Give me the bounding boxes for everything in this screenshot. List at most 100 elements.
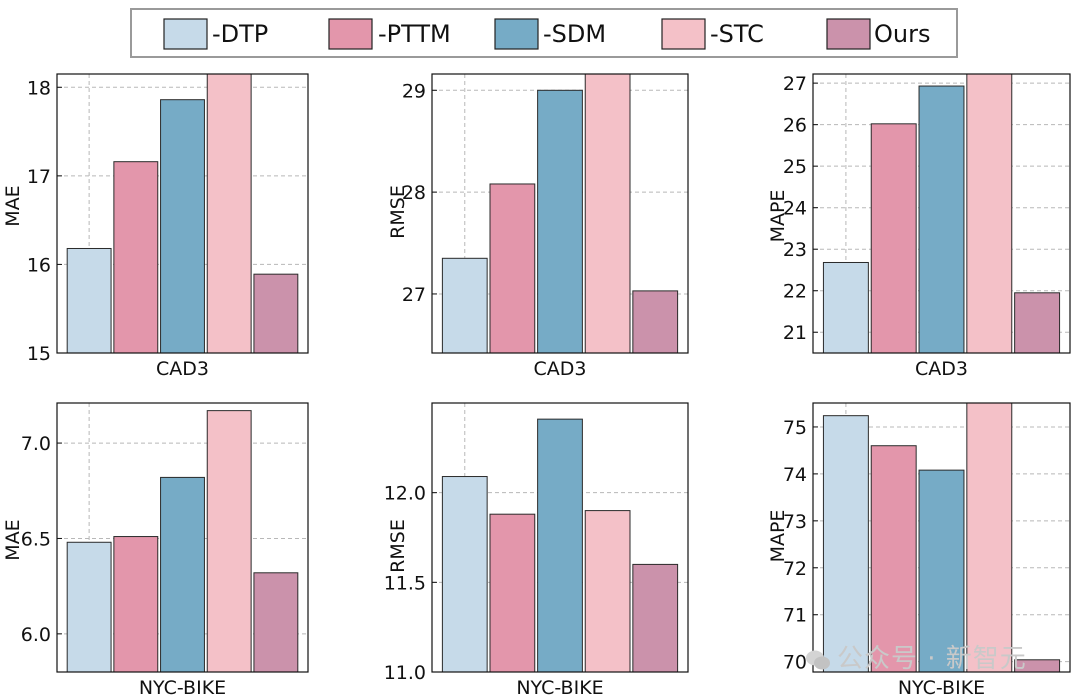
bar-dtp xyxy=(66,247,112,353)
chart-panel-2: 27 28 29 CAD3 RMSE xyxy=(387,73,689,380)
bars xyxy=(441,418,679,672)
y-tick-label-2: 72 xyxy=(783,558,807,580)
bar-dtp xyxy=(822,415,869,672)
y-tick-label-2: 7.0 xyxy=(21,433,51,455)
bar-dtp xyxy=(441,476,488,672)
legend-swatch-dtp xyxy=(163,18,208,50)
y-tick-label-1: 11.5 xyxy=(384,572,426,594)
y-tick-label-4: 25 xyxy=(783,156,807,178)
bar-stc xyxy=(206,410,252,672)
bar-dtp xyxy=(66,541,112,672)
y-tick-label-3: 24 xyxy=(783,198,807,220)
bar-ours xyxy=(632,563,679,672)
legend-label-pttm: -PTTM xyxy=(378,20,451,48)
bars xyxy=(822,74,1061,353)
plot-frame xyxy=(431,402,689,673)
plot-frame xyxy=(812,402,1071,673)
y-tick-label-1: 6.5 xyxy=(21,528,51,550)
y-axis-label: MAPE xyxy=(767,190,789,243)
plot-frame xyxy=(812,73,1071,354)
y-tick-label-2: 12.0 xyxy=(384,483,426,505)
plot-frame xyxy=(56,402,309,673)
y-tick-label-1: 28 xyxy=(402,182,426,204)
y-tick-label-0: 11.0 xyxy=(384,662,426,684)
y-tick-label-1: 16 xyxy=(27,254,51,276)
bar-sdm xyxy=(160,476,205,672)
chart-panel-6: 70 71 72 73 74 75 NYC-BIKE MAPE xyxy=(767,402,1071,698)
bars xyxy=(66,74,299,353)
bar-ours xyxy=(253,273,299,353)
bar-pttm xyxy=(870,123,917,353)
x-axis-label: NYC-BIKE xyxy=(139,677,226,698)
legend-swatch-stc xyxy=(661,18,706,50)
bar-ours xyxy=(1014,659,1061,672)
legend-item-pttm: -PTTM xyxy=(328,18,451,50)
y-tick-label-3: 73 xyxy=(783,511,807,533)
y-axis-label: MAE xyxy=(2,519,24,560)
y-tick-label-0: 70 xyxy=(783,652,807,674)
bar-sdm xyxy=(160,99,205,353)
y-tick-label-0: 6.0 xyxy=(21,624,51,646)
legend-swatch-sdm xyxy=(494,18,539,50)
x-axis-label: CAD3 xyxy=(534,358,587,380)
x-axis-label: CAD3 xyxy=(156,358,209,380)
y-tick-label-5: 75 xyxy=(783,417,807,439)
y-tick-label-1: 71 xyxy=(783,605,807,627)
bar-stc xyxy=(206,74,252,353)
bars xyxy=(441,74,679,353)
bar-stc xyxy=(584,74,631,353)
bar-sdm xyxy=(537,418,583,672)
bar-pttm xyxy=(113,161,159,353)
legend-item-dtp: -DTP xyxy=(163,18,268,50)
bars xyxy=(66,410,299,672)
y-tick-label-0: 21 xyxy=(783,322,807,344)
x-axis-label: NYC-BIKE xyxy=(516,677,603,698)
legend-item-ours: Ours xyxy=(826,18,930,50)
legend-item-sdm: -SDM xyxy=(494,18,606,50)
bar-dtp xyxy=(822,261,869,353)
watermark-text: 公众号 · 新智元 xyxy=(837,644,1027,674)
y-tick-label-2: 17 xyxy=(27,166,51,188)
y-tick-label-0: 15 xyxy=(27,343,51,365)
y-tick-label-2: 23 xyxy=(783,239,807,261)
bar-pttm xyxy=(489,183,536,353)
chart-panel-5: 11.0 11.5 12.0 NYC-BIKE RMSE xyxy=(384,402,689,698)
legend-swatch-pttm xyxy=(328,18,373,50)
bar-dtp xyxy=(441,257,488,353)
legend-frame xyxy=(130,8,958,58)
chart-panels: 15161718CAD3MAE272829CAD3RMSE21222324252… xyxy=(2,73,1071,698)
legend-label-ours: Ours xyxy=(874,20,930,48)
bar-ours xyxy=(253,572,299,672)
bar-ours xyxy=(632,290,679,353)
chart-panel-4: 6.0 6.5 7.0 NYC-BIKE MAE xyxy=(2,402,309,698)
y-tick-label-3: 18 xyxy=(27,77,51,99)
y-tick-label-4: 74 xyxy=(783,464,807,486)
plot-frame xyxy=(56,73,309,354)
y-tick-label-6: 27 xyxy=(783,73,807,95)
bar-pttm xyxy=(113,536,159,672)
watermark: 公众号 · 新智元 xyxy=(805,638,1027,675)
y-tick-label-1: 22 xyxy=(783,281,807,303)
chart-panel-1: 15 16 17 18 CAD3 MAE xyxy=(2,73,309,380)
legend-label-sdm: -SDM xyxy=(543,20,606,48)
bars xyxy=(822,403,1061,672)
x-axis-label: CAD3 xyxy=(915,358,968,380)
bar-sdm xyxy=(918,469,965,672)
bar-ours xyxy=(1014,292,1061,353)
legend: -DTP -PTTM -SDM -STC Ours xyxy=(130,8,958,58)
legend-label-dtp: -DTP xyxy=(212,20,268,48)
chart-panel-3: 21 22 23 24 25 26 27 CAD3 MAPE xyxy=(767,73,1071,380)
x-axis-label: NYC-BIKE xyxy=(898,677,985,698)
legend-swatch-ours xyxy=(826,18,871,50)
y-tick-label-0: 27 xyxy=(402,284,426,306)
plot-frame xyxy=(431,73,689,354)
y-axis-label: MAPE xyxy=(767,510,789,563)
y-tick-label-5: 26 xyxy=(783,115,807,137)
legend-label-stc: -STC xyxy=(710,20,764,48)
bar-sdm xyxy=(537,89,583,353)
wechat-icon xyxy=(806,650,830,669)
bar-sdm xyxy=(918,85,965,353)
bar-pttm xyxy=(870,445,917,672)
bar-stc xyxy=(966,74,1013,353)
